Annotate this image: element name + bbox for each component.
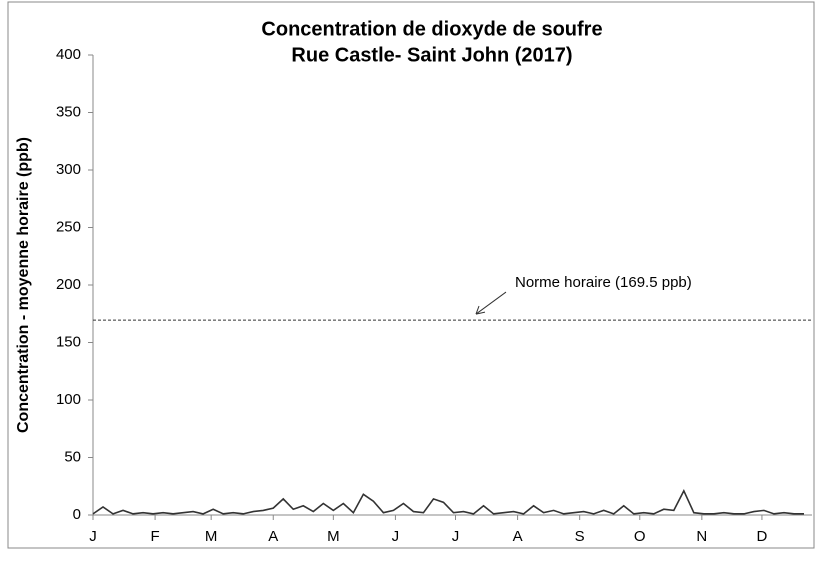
chart-title: Concentration de dioxyde de soufre xyxy=(261,18,602,40)
y-tick-label: 300 xyxy=(56,161,81,178)
y-tick-label: 0 xyxy=(73,506,81,523)
chart-subtitle: Rue Castle- Saint John (2017) xyxy=(291,44,572,66)
x-tick-label: M xyxy=(327,528,340,545)
y-tick-label: 100 xyxy=(56,391,81,408)
annotation-arrow xyxy=(475,291,507,315)
annotation-arrowhead xyxy=(475,305,486,315)
x-tick-label: J xyxy=(89,528,97,545)
x-tick-label: A xyxy=(268,528,278,545)
x-tick-label: N xyxy=(696,528,707,545)
x-tick-label: J xyxy=(452,528,460,545)
x-tick-label: M xyxy=(205,528,218,545)
y-tick-label: 200 xyxy=(56,276,81,293)
data-line xyxy=(92,489,804,515)
y-tick-label: 50 xyxy=(64,448,81,465)
y-tick-label: 350 xyxy=(56,103,81,120)
y-axis-label: Concentration - moyenne horaire (ppb) xyxy=(15,137,32,433)
x-tick-label: O xyxy=(634,528,646,545)
y-tick-label: 400 xyxy=(56,46,81,63)
x-tick-label: F xyxy=(151,528,160,545)
threshold-label: Norme horaire (169.5 ppb) xyxy=(515,274,692,291)
x-tick-label: A xyxy=(513,528,523,545)
y-tick-label: 250 xyxy=(56,218,81,235)
x-tick-label: J xyxy=(392,528,400,545)
y-tick-label: 150 xyxy=(56,333,81,350)
x-tick-label: D xyxy=(757,528,768,545)
x-tick-label: S xyxy=(575,528,585,545)
chart-frame xyxy=(7,1,815,549)
